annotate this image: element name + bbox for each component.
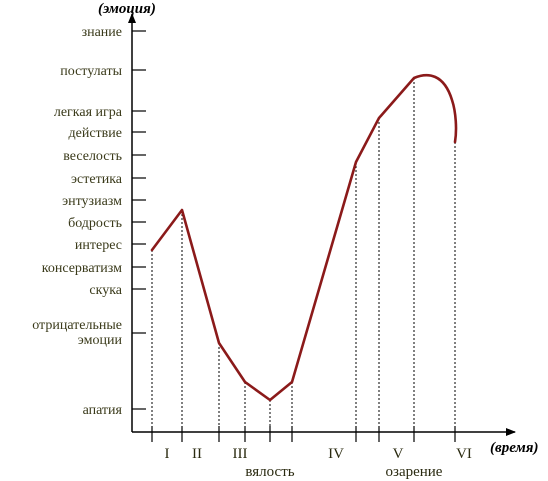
- phase-note-vyalost: вялость: [245, 464, 294, 480]
- level-znanie: знание: [82, 25, 146, 40]
- emotion-curve: [150, 73, 458, 402]
- phase-note-ozarenie: озарение: [386, 464, 443, 480]
- level-otritsatelnye-emotsii: отрицательные эмоции: [32, 318, 146, 348]
- phase-label-i: I: [165, 446, 170, 462]
- level-veselost: веселость: [63, 149, 146, 164]
- phase-label-v: V: [393, 446, 404, 462]
- level-entuziazm: энтузиазм: [62, 194, 146, 209]
- level-label: постулаты: [60, 64, 122, 79]
- phase-label-vi: VI: [456, 446, 472, 462]
- drop-lines: [151, 78, 456, 432]
- level-label: консерватизм: [42, 261, 122, 276]
- level-bodrost: бодрость: [68, 216, 146, 231]
- level-postulaty: постулаты: [60, 64, 146, 79]
- level-label: апатия: [83, 403, 123, 418]
- level-deystvie: действие: [69, 126, 146, 141]
- level-label: интерес: [75, 238, 122, 253]
- level-apatiya: апатия: [83, 403, 146, 418]
- level-konservatizm: консерватизм: [42, 261, 146, 276]
- level-skuka: скука: [89, 283, 146, 298]
- level-label-line2: эмоции: [78, 333, 123, 348]
- level-label: отрицательные: [32, 318, 122, 333]
- level-label: эстетика: [71, 172, 123, 187]
- phase-label-iv: IV: [328, 446, 344, 462]
- level-label: энтузиазм: [62, 194, 122, 209]
- level-label: скука: [89, 283, 122, 298]
- level-label: легкая игра: [54, 105, 123, 120]
- phase-labels: I II III IV V VI вялость озарение: [165, 446, 472, 480]
- level-legkaya-igra: легкая игра: [54, 105, 146, 120]
- phase-label-iii: III: [233, 446, 248, 462]
- level-axis: знание постулаты легкая игра действие ве…: [32, 25, 146, 418]
- level-label: бодрость: [68, 216, 122, 231]
- level-interes: интерес: [75, 238, 146, 253]
- time-ticks: [151, 426, 456, 442]
- level-label: веселость: [63, 149, 122, 164]
- level-label: действие: [69, 126, 122, 141]
- x-axis-label: (время): [490, 440, 538, 456]
- phase-label-ii: II: [192, 446, 202, 462]
- y-axis-label: (эмоция): [98, 1, 156, 17]
- level-label: знание: [82, 25, 122, 40]
- level-estetika: эстетика: [71, 172, 146, 187]
